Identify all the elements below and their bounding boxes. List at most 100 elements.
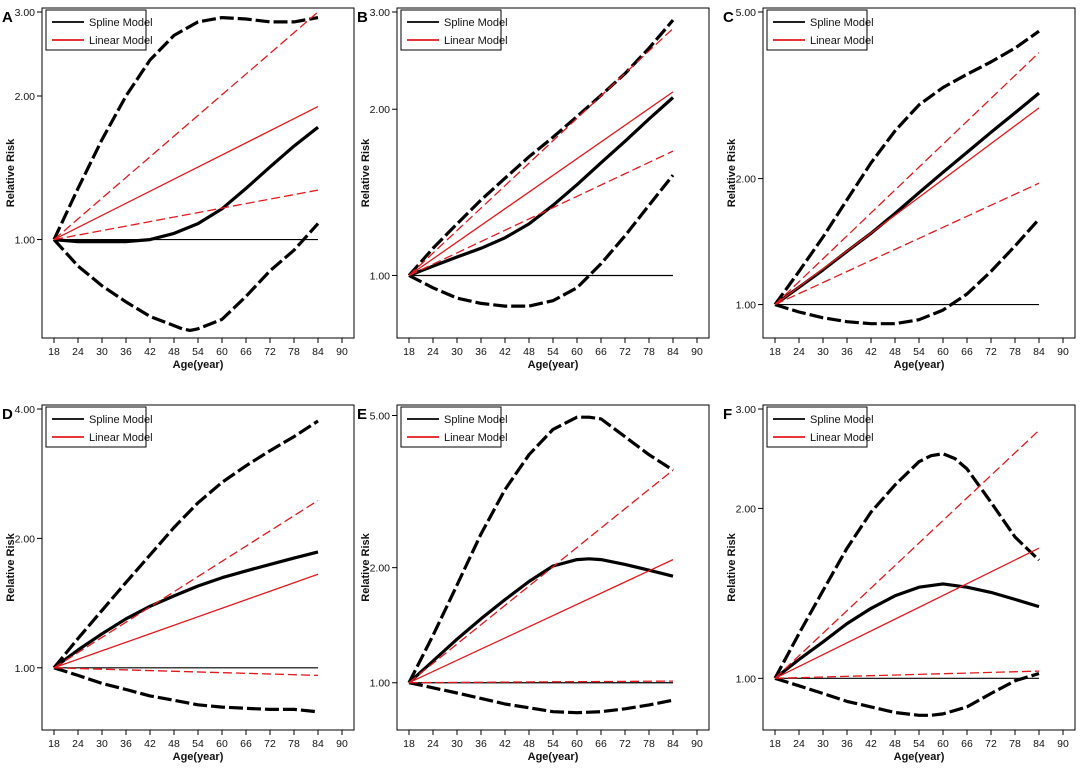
linear-model-upper-ci-line	[408, 28, 674, 276]
y-tick-label: 5.00	[736, 7, 757, 19]
spline-model-line	[774, 91, 1041, 306]
x-tick-label: 72	[985, 346, 997, 358]
legend-box	[400, 406, 502, 448]
x-tick-label: 48	[523, 738, 535, 750]
x-tick-label: 90	[336, 738, 348, 750]
x-tick-label: 30	[817, 738, 829, 750]
x-tick-label: 78	[1009, 738, 1021, 750]
legend-linear-label: Linear Model	[89, 432, 153, 444]
y-tick-label: 1.00	[15, 663, 36, 675]
spline-model-lower-ci-line	[774, 671, 1040, 717]
x-tick-label: 30	[96, 738, 108, 750]
y-tick-label: 3.00	[15, 7, 36, 19]
x-tick-label: 72	[619, 346, 631, 358]
x-tick-label: 48	[889, 738, 901, 750]
legend-box	[400, 9, 502, 51]
x-tick-label: 66	[240, 346, 252, 358]
linear-model-line	[53, 573, 319, 669]
spline-model-upper-ci-line	[52, 16, 319, 241]
x-tick-label: 18	[769, 738, 781, 750]
spline-model-line	[53, 550, 319, 670]
x-tick-label: 84	[1033, 346, 1045, 358]
x-tick-label: 72	[985, 738, 997, 750]
x-tick-label: 60	[571, 346, 583, 358]
y-axis-label: Relative Risk	[726, 138, 738, 207]
legend-spline-label: Spline Model	[444, 17, 508, 29]
plot-frame	[41, 7, 355, 339]
x-tick-label: 60	[937, 738, 949, 750]
x-tick-label: 54	[192, 346, 204, 358]
panel-label: B	[357, 9, 368, 26]
x-tick-label: 42	[865, 346, 877, 358]
linear-model-line	[774, 547, 1040, 679]
x-tick-label: 18	[48, 738, 60, 750]
x-tick-label: 42	[499, 738, 511, 750]
panel-label: E	[357, 406, 367, 423]
panel-c: C 18 24 30 36 42 48 54 60 66 72 78 84 90 1.00 2.00 5.00 A…	[723, 7, 1076, 371]
linear-model-lower-ci-line	[53, 189, 319, 241]
spline-model-lower-ci-line	[52, 222, 320, 332]
legend-box	[766, 406, 868, 448]
x-tick-label: 84	[312, 738, 324, 750]
x-tick-label: 66	[595, 346, 607, 358]
y-tick-label: 3.00	[736, 404, 757, 416]
x-tick-label: 36	[475, 346, 487, 358]
x-tick-label: 30	[96, 346, 108, 358]
x-tick-label: 48	[523, 346, 535, 358]
spline-model-lower-ci-line	[408, 681, 674, 715]
x-tick-label: 48	[168, 738, 180, 750]
x-tick-label: 18	[403, 738, 415, 750]
spline-model-line	[774, 582, 1040, 680]
y-tick-label: 1.00	[370, 678, 391, 690]
x-tick-label: 54	[913, 738, 925, 750]
y-tick-label: 1.00	[736, 300, 757, 312]
linear-model-lower-ci-line	[408, 680, 674, 684]
linear-model-lower-ci-line	[774, 182, 1040, 306]
x-axis-label: Age(year)	[173, 359, 224, 371]
x-tick-label: 36	[841, 346, 853, 358]
x-tick-label: 42	[144, 738, 156, 750]
legend-spline-label: Spline Model	[444, 414, 508, 426]
spline-model-lower-ci-line	[408, 174, 675, 308]
x-tick-label: 84	[312, 346, 324, 358]
linear-model-lower-ci-line	[53, 667, 319, 677]
x-tick-label: 72	[264, 738, 276, 750]
x-tick-label: 18	[769, 346, 781, 358]
spline-model-upper-ci-line	[773, 29, 1040, 306]
plot-frame	[41, 404, 355, 731]
legend-spline-label: Spline Model	[810, 414, 874, 426]
linear-model-lower-ci-line	[774, 670, 1040, 679]
legend-box	[45, 406, 147, 448]
x-tick-label: 84	[1033, 738, 1045, 750]
x-tick-label: 24	[72, 738, 84, 750]
legend-spline-label: Spline Model	[89, 17, 153, 29]
legend-box	[766, 9, 868, 51]
linear-model-upper-ci-line	[408, 469, 674, 684]
x-tick-label: 42	[865, 738, 877, 750]
x-tick-label: 54	[913, 346, 925, 358]
y-axis-label: Relative Risk	[5, 532, 17, 601]
spline-model-lower-ci-line	[53, 666, 319, 714]
legend-linear-label: Linear Model	[89, 35, 153, 47]
spline-model-upper-ci-line	[407, 415, 674, 684]
spline-model-upper-ci-line	[52, 419, 319, 669]
x-tick-label: 24	[72, 346, 84, 358]
linear-model-line	[408, 559, 674, 684]
x-tick-label: 42	[144, 346, 156, 358]
y-axis-label: Relative Risk	[726, 532, 738, 601]
y-tick-label: 3.00	[370, 7, 391, 19]
x-tick-label: 48	[889, 346, 901, 358]
x-tick-label: 36	[120, 346, 132, 358]
legend-box	[45, 9, 147, 51]
legend-spline-label: Spline Model	[810, 17, 874, 29]
panel-a: A 18 24 30 36 42 48 54 60 66 72 78 84 90 1.00 2.00 3.00 A…	[2, 7, 355, 371]
x-tick-label: 36	[841, 738, 853, 750]
x-tick-label: 60	[216, 738, 228, 750]
linear-model-line	[53, 106, 319, 241]
x-tick-label: 78	[1009, 346, 1021, 358]
x-tick-label: 66	[240, 738, 252, 750]
x-tick-label: 30	[451, 738, 463, 750]
legend-linear-label: Linear Model	[810, 432, 874, 444]
